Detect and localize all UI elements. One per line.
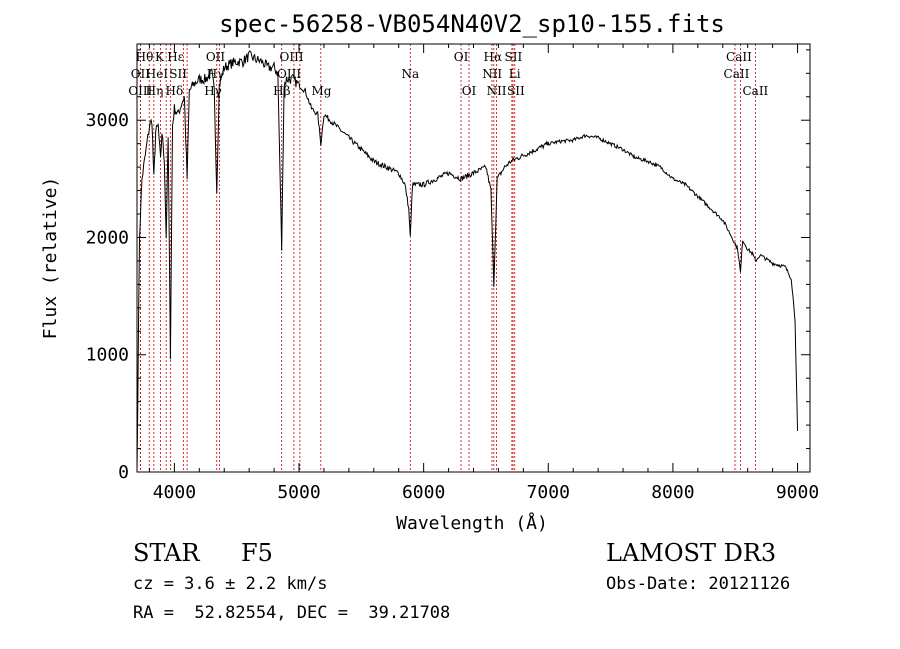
y-tick-label-0: 0 (118, 462, 129, 483)
line-label-0: Hθ (136, 50, 154, 64)
line-label-10: Hγ (207, 67, 225, 81)
y-axis-label: Flux (relative) (40, 177, 61, 340)
line-label-6: Hε (167, 50, 184, 64)
line-label-5: Hη (146, 84, 164, 98)
line-label-16: Na (401, 67, 419, 81)
line-label-15: Mg (311, 84, 331, 98)
y-tick-label-1000: 1000 (86, 345, 129, 366)
plot-frame (136, 43, 811, 473)
line-markers (139, 44, 756, 472)
x-axis-label: Wavelength (Å) (396, 512, 548, 534)
line-label-26: CaII (724, 67, 750, 81)
x-tick-label-5000: 5000 (277, 482, 320, 503)
line-label-18: OI (462, 84, 477, 98)
line-label-17: OI (454, 50, 469, 64)
x-tick-label-9000: 9000 (776, 482, 819, 503)
line-label-23: Li (509, 67, 521, 81)
line-label-8: Hδ (166, 84, 184, 98)
line-label-21: NII (487, 84, 507, 98)
line-label-9: OII (206, 50, 226, 64)
y-tick-label-2000: 2000 (86, 227, 129, 248)
line-label-7: SII (169, 67, 187, 81)
line-label-1: OII (131, 67, 151, 81)
observation-date: Obs-Date: 20121126 (606, 574, 791, 594)
line-label-19: Hα (484, 50, 503, 64)
survey-name: LAMOST DR3 (606, 539, 777, 567)
line-label-11: Hγ (204, 84, 222, 98)
line-label-22: SII (505, 50, 523, 64)
line-label-14: Hβ (273, 84, 290, 98)
line-label-20: NII (482, 67, 502, 81)
x-tick-label-4000: 4000 (153, 482, 196, 503)
line-label-27: CaII (742, 84, 768, 98)
x-tick-label-6000: 6000 (402, 482, 445, 503)
y-axis: 0 1000 2000 3000 (86, 49, 810, 483)
spectrum-line (136, 50, 799, 473)
line-label-3: K (155, 50, 165, 64)
line-label-2: OIII (128, 84, 152, 98)
object-class: STAR (133, 539, 200, 567)
line-label-12: OIII (280, 50, 304, 64)
chart-title: spec-56258-VB054N40V2_sp10-155.fits (219, 10, 725, 38)
x-tick-label-8000: 8000 (651, 482, 694, 503)
coordinates: RA = 52.82554, DEC = 39.21708 (133, 603, 451, 623)
line-label-4: HeI (146, 67, 169, 81)
redshift-velocity: cz = 3.6 ± 2.2 km/s (133, 574, 328, 594)
line-label-25: CaII (726, 50, 752, 64)
subclass: F5 (241, 539, 273, 567)
x-tick-label-7000: 7000 (527, 482, 570, 503)
x-axis: 4000 5000 6000 7000 8000 9000 (148, 44, 819, 503)
line-label-24: SII (507, 84, 525, 98)
y-tick-label-3000: 3000 (86, 110, 129, 131)
